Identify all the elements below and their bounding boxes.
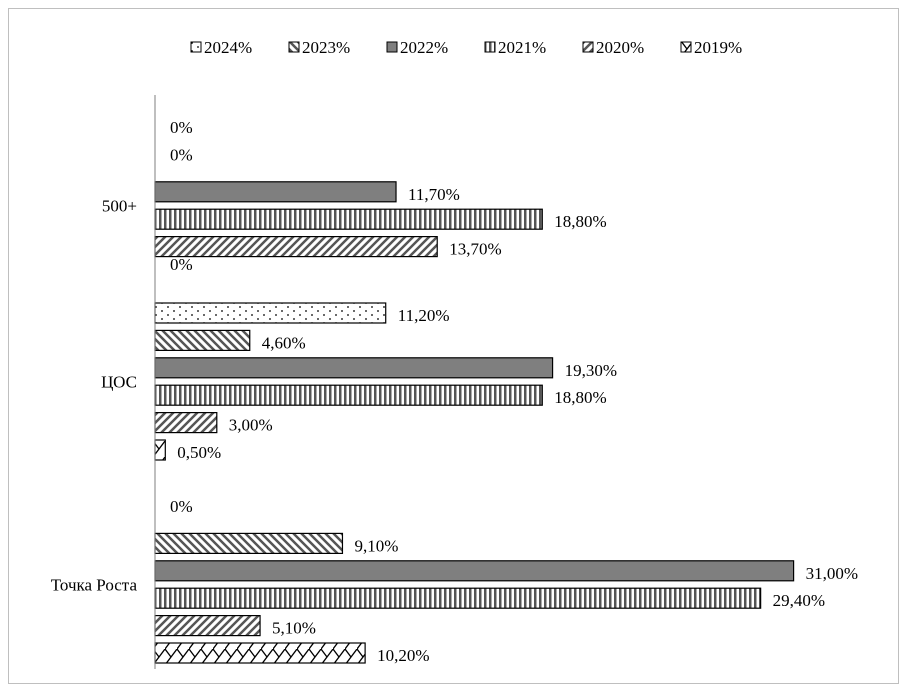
legend-swatch-2023	[288, 41, 300, 53]
bar-0-2020	[154, 236, 438, 258]
bar-1-2019	[154, 439, 166, 461]
data-label: 19,30%	[565, 361, 617, 380]
data-label: 29,40%	[773, 591, 825, 610]
data-label: 18,80%	[554, 388, 606, 407]
data-label: 11,20%	[398, 306, 450, 325]
legend-swatch-2020	[582, 41, 594, 53]
bar-1-2023	[154, 329, 251, 351]
data-label: 0%	[170, 255, 193, 274]
category-label: Точка Роста	[51, 576, 138, 595]
data-label: 0%	[170, 145, 193, 164]
bar-2-2020	[154, 614, 261, 637]
legend-label-2021: 2021%	[498, 38, 546, 57]
bar-1-2022	[154, 357, 554, 379]
legend-swatch-2022	[386, 41, 398, 53]
bar-1-2020	[154, 412, 218, 434]
legend-label-2019: 2019%	[694, 38, 742, 57]
legend-label-2020: 2020%	[596, 38, 644, 57]
data-label: 0%	[170, 118, 193, 137]
legend-swatch-2021	[484, 41, 496, 53]
legend: 2024% 2023% 2022% 2021% 2020% 2019%	[190, 38, 742, 57]
chart-area: 2024% 2023% 2022% 2021% 2020% 2019% 0% 0% 11,70…	[8, 8, 899, 684]
y-axis: 500+ ЦОС Точка Роста	[51, 95, 156, 669]
bar-1-2024	[154, 302, 387, 324]
category-label: ЦОС	[101, 373, 137, 392]
category-label: 500+	[102, 197, 137, 216]
bar-chart: 2024% 2023% 2022% 2021% 2020% 2019% 0% 0% 11,70…	[51, 38, 858, 669]
data-label: 10,20%	[377, 646, 429, 665]
legend-swatch-2019	[680, 41, 692, 53]
data-label: 3,00%	[229, 416, 273, 435]
data-label: 13,70%	[449, 240, 501, 259]
bar-0-2022	[154, 181, 397, 203]
data-label: 18,80%	[554, 212, 606, 231]
bar-2-2023	[154, 532, 344, 555]
bar-2-2019	[154, 642, 366, 664]
legend-label-2024: 2024%	[204, 38, 252, 57]
data-label: 0%	[170, 497, 193, 516]
plot-area: 0% 0% 11,70% 18,80% 13,70% 0% 11,20% 4,60% 19,30…	[154, 118, 858, 665]
legend-swatch-2024	[190, 41, 202, 53]
data-label: 5,10%	[272, 619, 316, 638]
data-label: 31,00%	[806, 564, 858, 583]
data-label: 11,70%	[408, 185, 460, 204]
bar-0-2021	[154, 208, 543, 230]
bar-2-2022	[154, 560, 795, 582]
data-label: 0,50%	[177, 443, 221, 462]
bar-1-2021	[154, 384, 543, 406]
legend-label-2022: 2022%	[400, 38, 448, 57]
legend-label-2023: 2023%	[302, 38, 350, 57]
data-label: 9,10%	[354, 536, 398, 555]
bar-2-2021	[154, 587, 762, 609]
data-label: 4,60%	[262, 333, 306, 352]
